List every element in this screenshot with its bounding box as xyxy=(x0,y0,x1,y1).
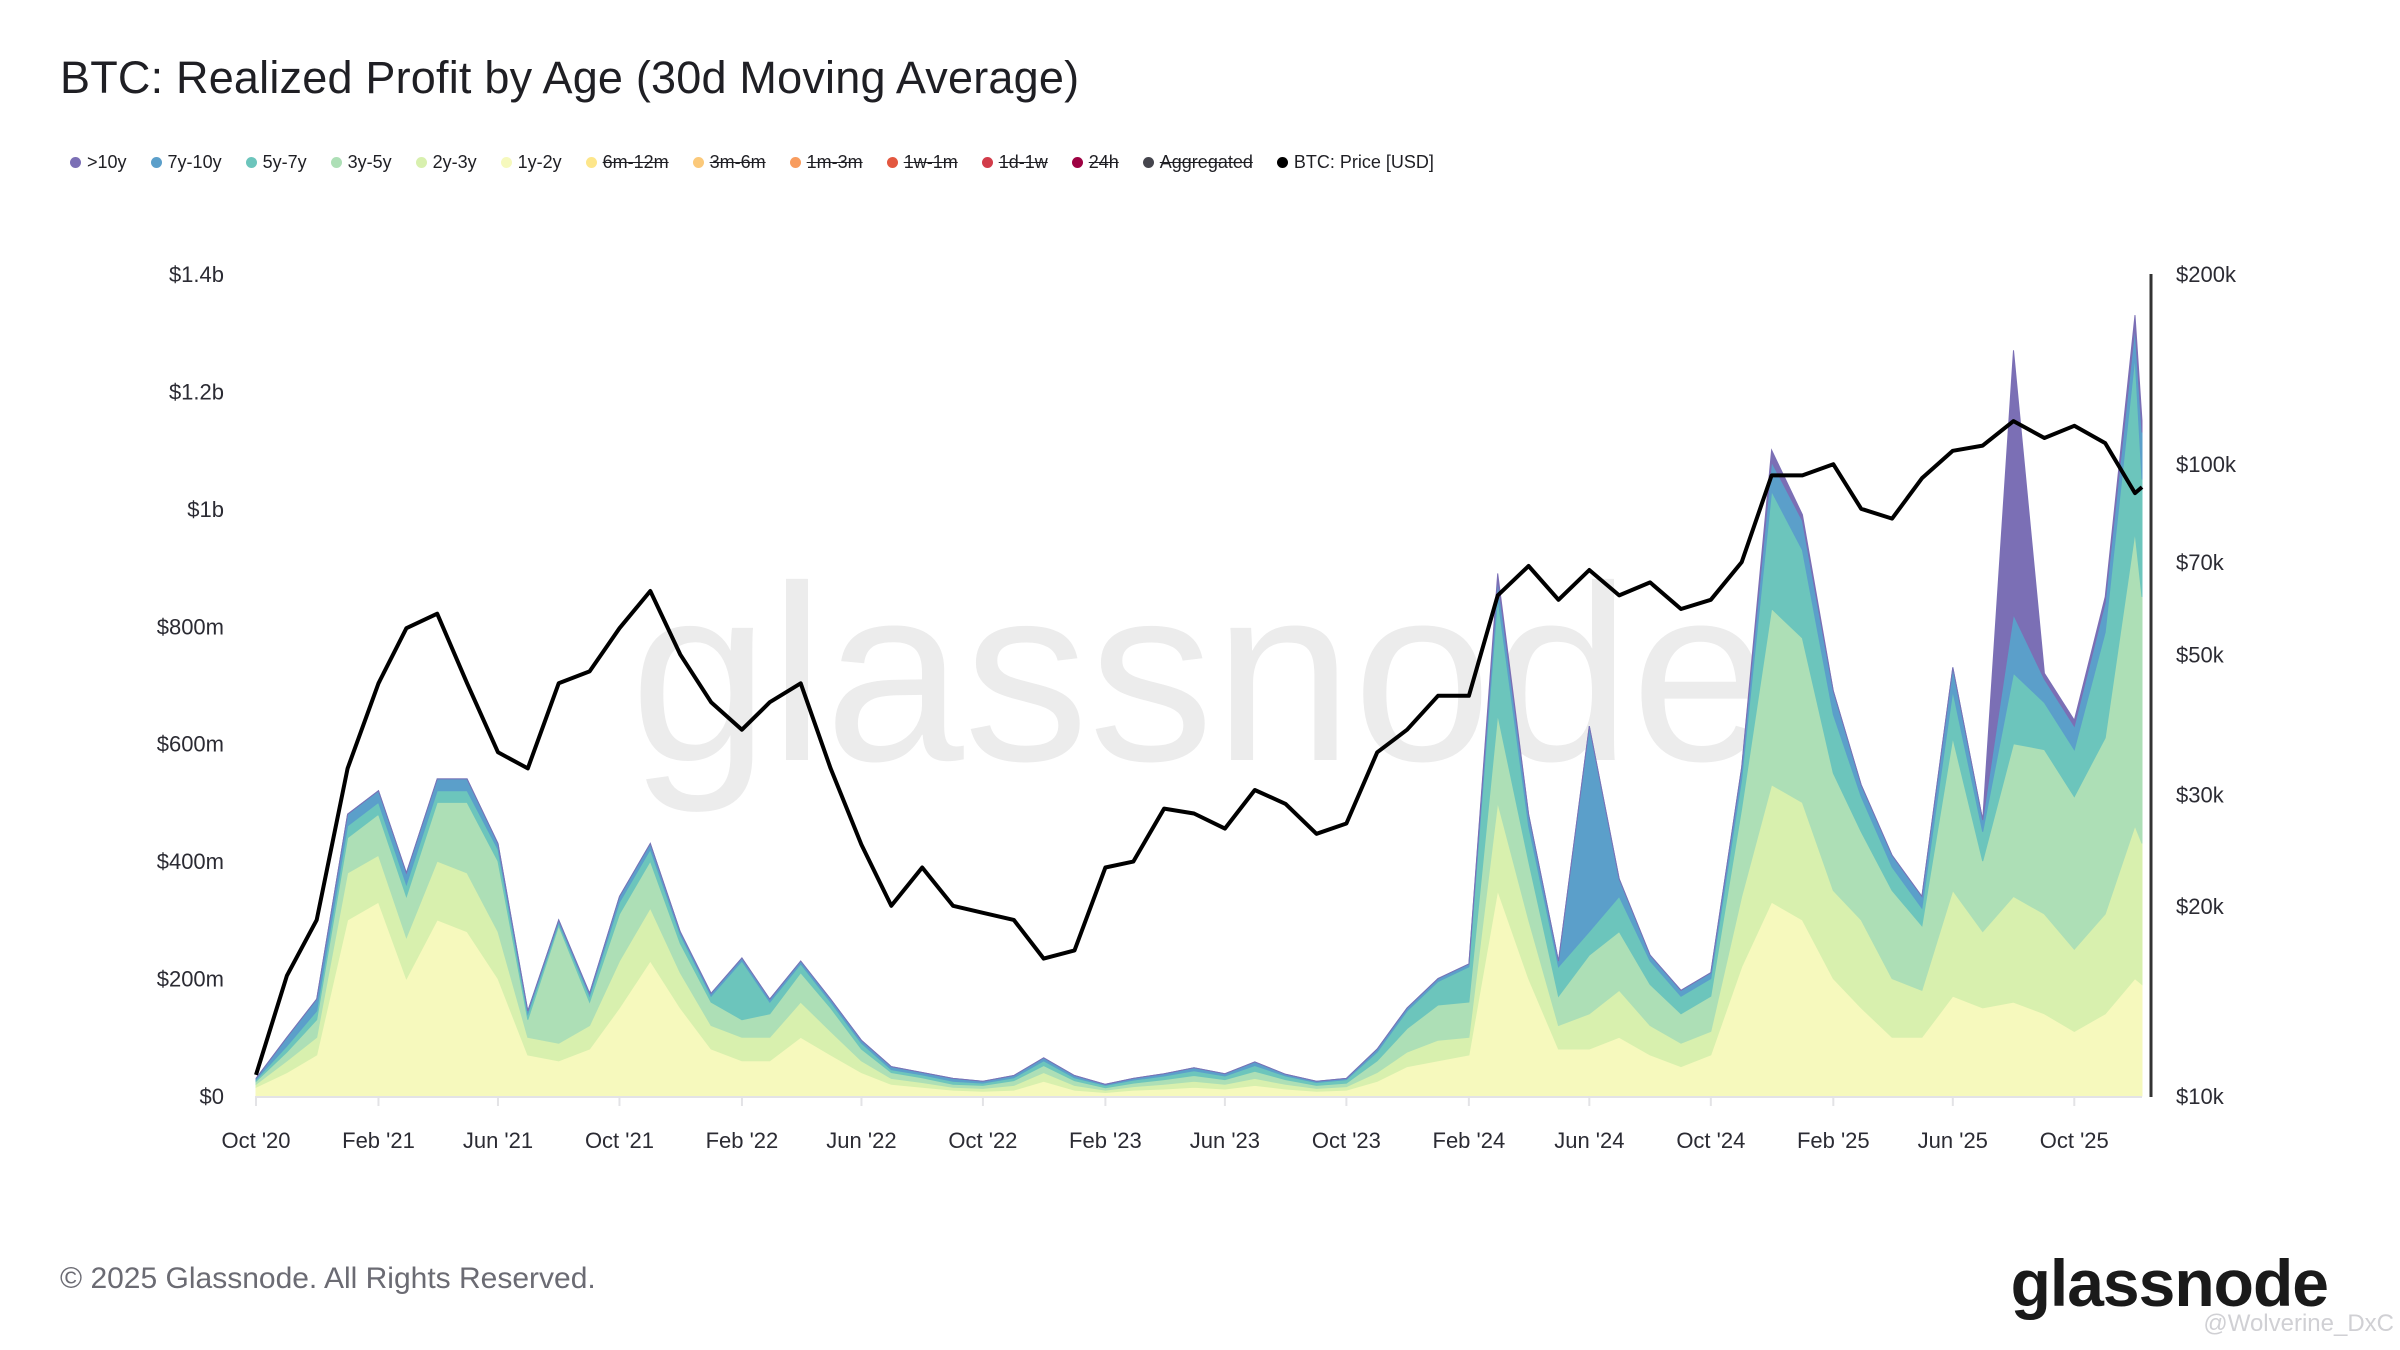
y-right-tick-label: $30k xyxy=(2176,783,2225,808)
x-tick-label: Jun '22 xyxy=(826,1128,896,1153)
x-tick-label: Oct '22 xyxy=(948,1128,1017,1153)
legend-label: 24h xyxy=(1088,152,1119,172)
legend-item-3m-6m[interactable]: 3m-6m xyxy=(692,152,766,173)
legend-item--10y[interactable]: >10y xyxy=(70,152,127,173)
legend-dot-icon xyxy=(789,157,801,168)
x-axis: Oct '20 Feb '21 Jun '21 Oct '21 Feb '22 Jun '… xyxy=(221,1096,2142,1153)
btc-price-line xyxy=(254,419,2144,1076)
legend-dot-icon xyxy=(1071,157,1083,168)
legend-dot-icon xyxy=(981,157,993,168)
x-tick-label: Feb '21 xyxy=(342,1128,415,1153)
author-handle: @Wolverine_DxC xyxy=(2203,1310,2394,1337)
y-left-tick-label: $200m xyxy=(157,967,224,992)
legend-item-3y-5y[interactable]: 3y-5y xyxy=(330,152,392,173)
y-left-tick-label: $400m xyxy=(157,849,224,874)
legend-label: Aggregated xyxy=(1159,152,1253,172)
x-tick-label: Oct '23 xyxy=(1312,1128,1381,1153)
x-tick-label: Feb '23 xyxy=(1069,1128,1142,1153)
legend-label: BTC: Price [USD] xyxy=(1293,152,1434,172)
x-tick-label: Oct '25 xyxy=(2040,1128,2109,1153)
y-axis-right: $10k $20k $30k $50k $70k $100k $200k xyxy=(2176,262,2237,1109)
y-left-tick-label: $1b xyxy=(187,497,224,522)
stacked-areas xyxy=(255,315,2143,1097)
legend-item-1w-1m[interactable]: 1w-1m xyxy=(886,152,958,173)
x-tick-label: Feb '24 xyxy=(1433,1128,1506,1153)
legend-item-btc-price-usd-[interactable]: BTC: Price [USD] xyxy=(1276,152,1434,173)
y-axis-left: $0 $200m $400m $600m $800m $1b $1.2b $1.4b xyxy=(157,262,224,1109)
legend-label: 3y-5y xyxy=(347,152,392,172)
legend-label: 3m-6m xyxy=(709,152,766,172)
legend-dot-icon xyxy=(1142,157,1154,168)
legend-item-2y-3y[interactable]: 2y-3y xyxy=(415,152,477,173)
x-tick-label: Oct '20 xyxy=(221,1128,290,1153)
legend-label: 6m-12m xyxy=(602,152,669,172)
x-tick-label: Jun '24 xyxy=(1554,1128,1624,1153)
y-right-tick-label: $200k xyxy=(2176,262,2237,287)
x-tick-label: Oct '24 xyxy=(1676,1128,1745,1153)
legend-item-1y-2y[interactable]: 1y-2y xyxy=(500,152,562,173)
y-right-tick-label: $10k xyxy=(2176,1084,2225,1109)
y-left-tick-label: $1.2b xyxy=(169,379,224,404)
y-left-tick-label: $0 xyxy=(200,1084,224,1109)
legend-label: 1w-1m xyxy=(903,152,958,172)
copyright: © 2025 Glassnode. All Rights Reserved. xyxy=(60,1262,596,1295)
y-right-tick-label: $20k xyxy=(2176,894,2225,919)
legend-dot-icon xyxy=(692,157,704,168)
legend-label: >10y xyxy=(87,152,127,172)
legend-dot-icon xyxy=(70,157,81,168)
chart-title: BTC: Realized Profit by Age (30d Moving … xyxy=(60,52,1080,103)
legend-dot-icon xyxy=(150,157,162,168)
x-tick-label: Jun '25 xyxy=(1918,1128,1988,1153)
legend-label: 1m-3m xyxy=(806,152,863,172)
legend-dot-icon xyxy=(245,157,257,168)
legend-label: 7y-10y xyxy=(167,152,222,172)
x-tick-label: Feb '25 xyxy=(1797,1128,1870,1153)
area--10y xyxy=(255,315,2143,1085)
y-left-tick-label: $1.4b xyxy=(169,262,224,287)
y-right-tick-label: $70k xyxy=(2176,550,2225,575)
legend-item-aggregated[interactable]: Aggregated xyxy=(1142,152,1253,173)
x-tick-label: Oct '21 xyxy=(585,1128,654,1153)
legend-item-7y-10y[interactable]: 7y-10y xyxy=(150,152,222,173)
x-tick-label: Jun '23 xyxy=(1190,1128,1260,1153)
legend-item-5y-7y[interactable]: 5y-7y xyxy=(245,152,307,173)
legend-dot-icon xyxy=(500,157,512,168)
legend-item-24h[interactable]: 24h xyxy=(1071,152,1119,173)
glassnode-logo: glassnode xyxy=(2010,1246,2329,1320)
legend-label: 1d-1w xyxy=(998,152,1048,172)
legend-item-1m-3m[interactable]: 1m-3m xyxy=(789,152,863,173)
y-left-tick-label: $600m xyxy=(157,732,224,757)
legend-dot-icon xyxy=(330,157,342,168)
legend-label: 1y-2y xyxy=(517,152,562,172)
legend-dot-icon xyxy=(415,157,427,168)
x-tick-label: Jun '21 xyxy=(463,1128,533,1153)
y-right-tick-label: $50k xyxy=(2176,642,2225,667)
price-line-group xyxy=(254,419,2144,1076)
legend-label: 2y-3y xyxy=(432,152,477,172)
legend-item-1d-1w[interactable]: 1d-1w xyxy=(981,152,1048,173)
legend-dot-icon xyxy=(1276,157,1288,168)
legend-item-6m-12m[interactable]: 6m-12m xyxy=(585,152,669,173)
legend-dot-icon xyxy=(886,157,898,168)
legend-label: 5y-7y xyxy=(262,152,307,172)
legend-dot-icon xyxy=(585,157,597,168)
x-tick-label: Feb '22 xyxy=(706,1128,779,1153)
y-right-tick-label: $100k xyxy=(2176,452,2237,477)
y-left-tick-label: $800m xyxy=(157,614,224,639)
legend: >10y 7y-10y 5y-7y 3y-5y 2y-3y 1y-2y 6m-12m 3m-6… xyxy=(70,152,1458,173)
